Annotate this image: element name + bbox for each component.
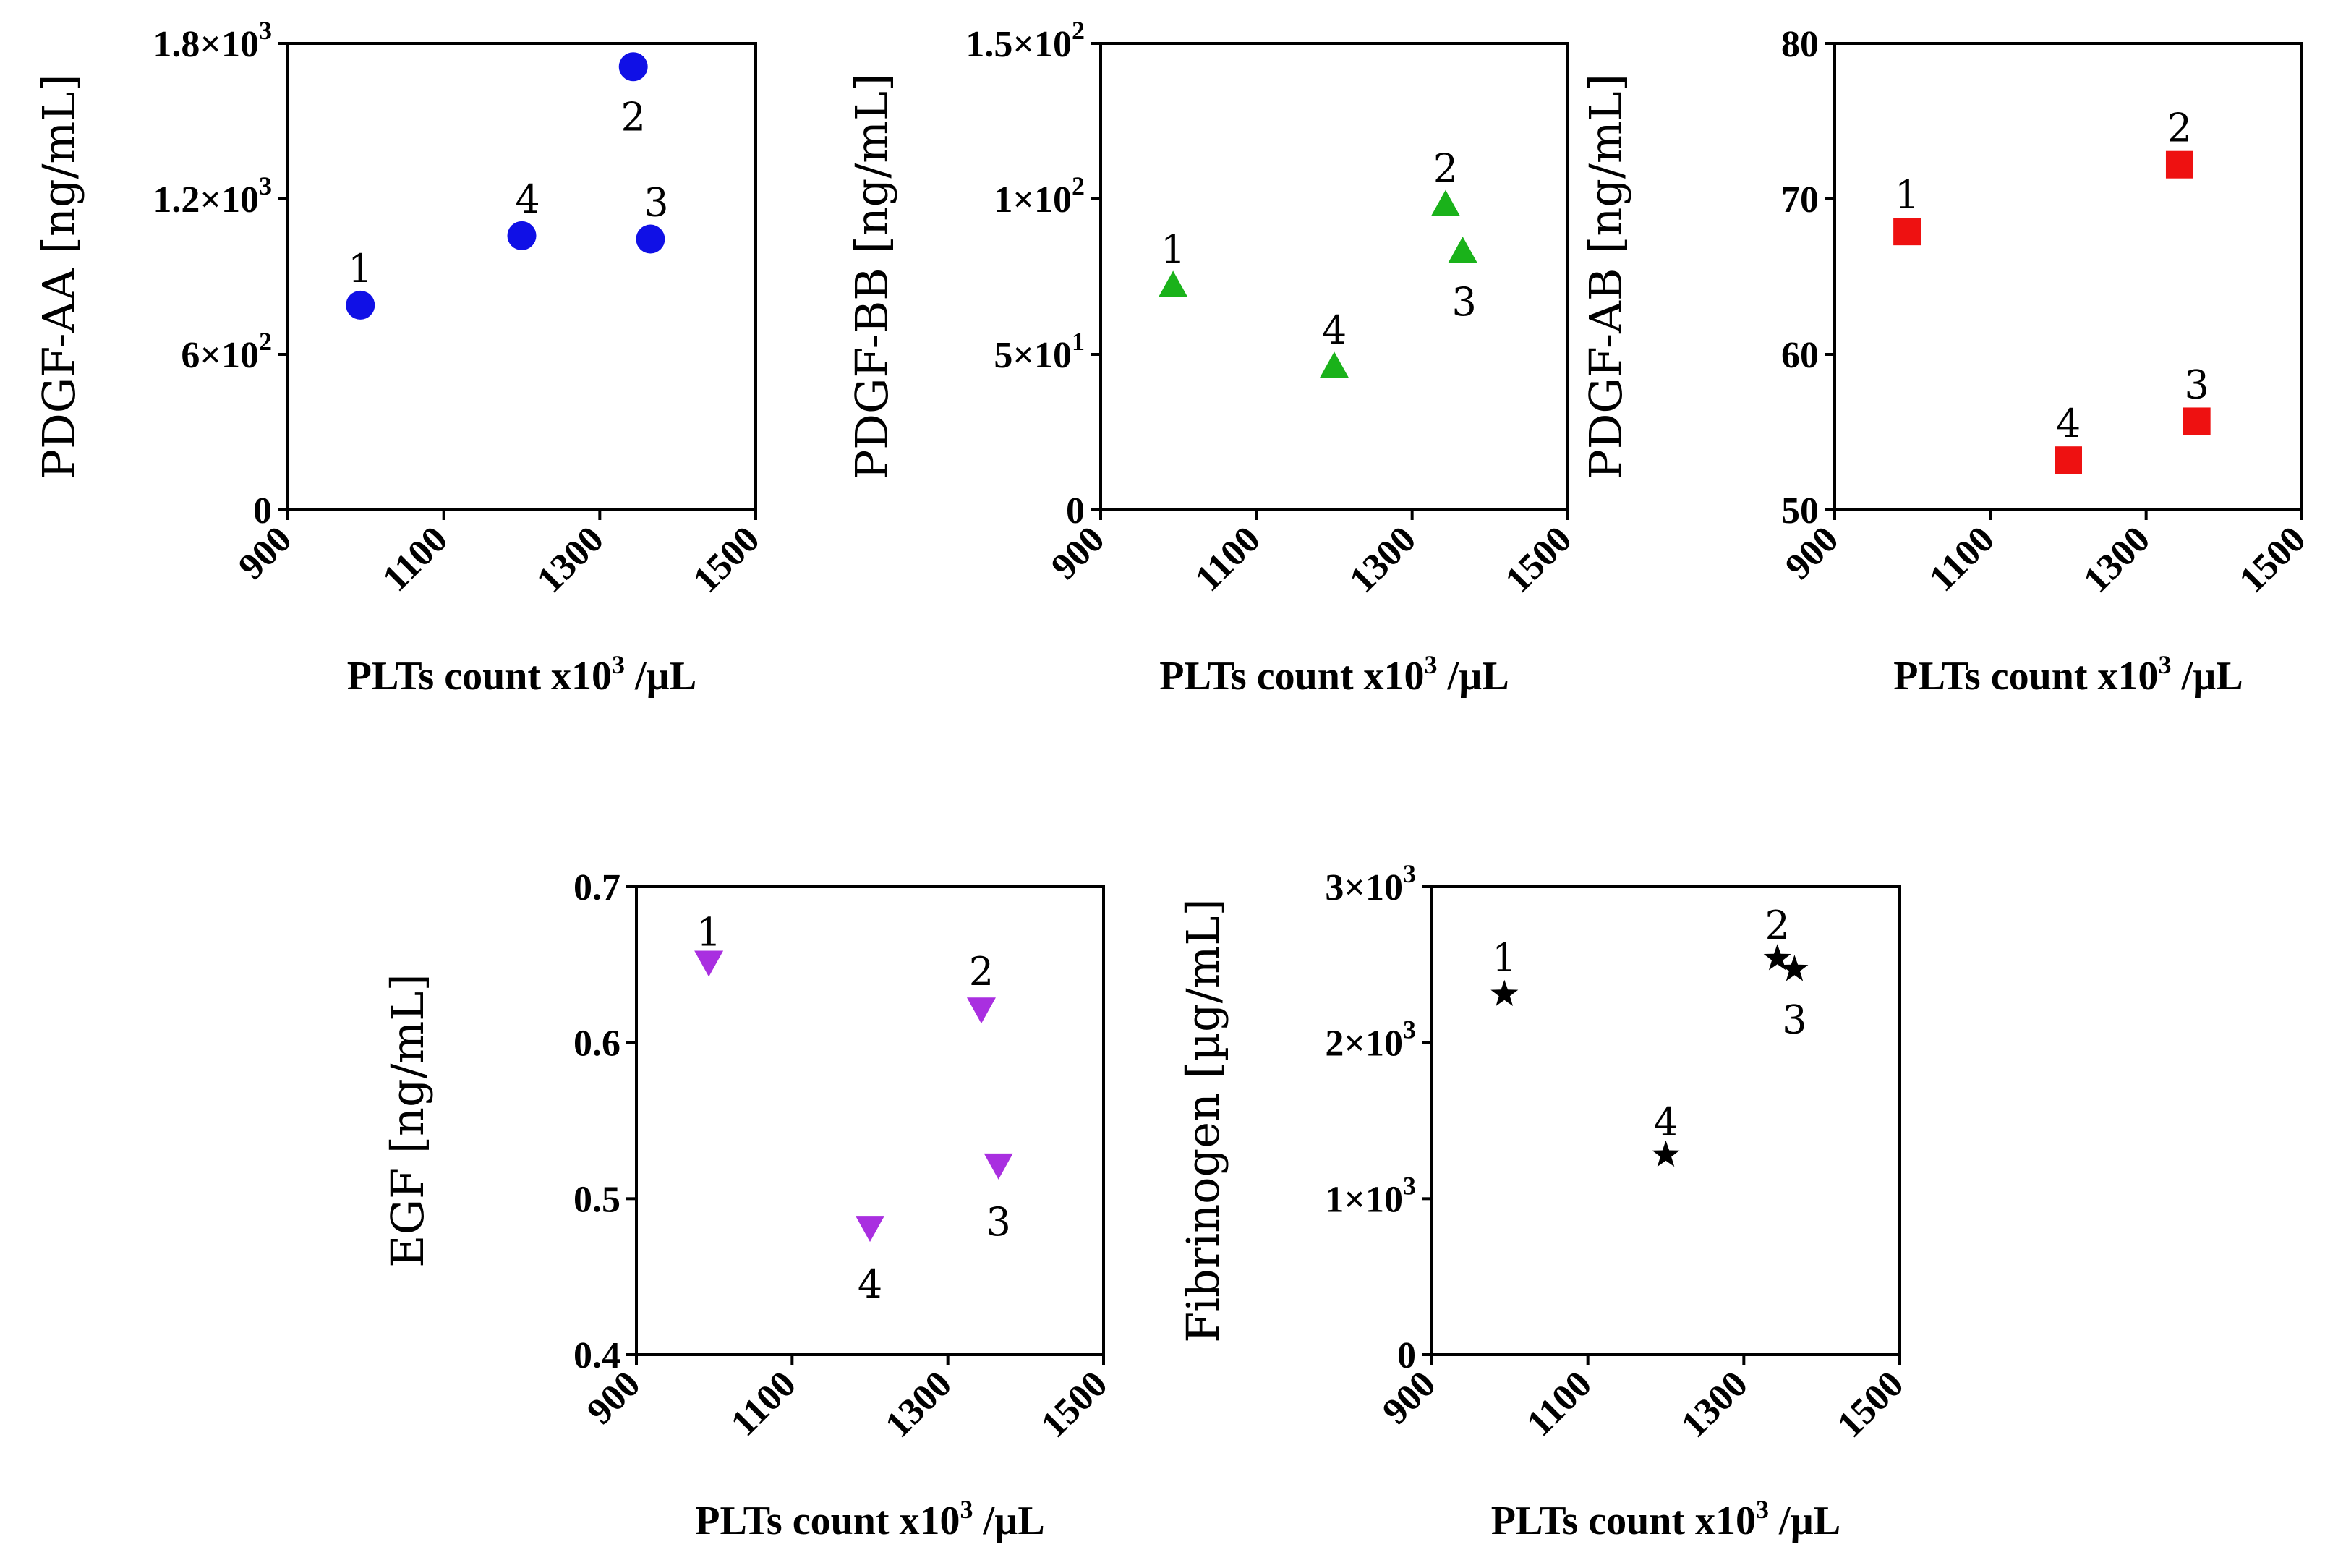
x-tick-label: 1300 [529, 519, 612, 601]
y-tick-label: 0 [253, 490, 272, 532]
data-point-label: 3 [644, 180, 668, 226]
y-tick-label: 0 [1066, 490, 1085, 532]
y-axis-title: PDGF-AA [ng/mL] [33, 74, 85, 479]
plot-frame [1430, 885, 1901, 1356]
data-point-label: 3 [1782, 997, 1806, 1042]
x-tick-label: 1300 [1673, 1363, 1756, 1446]
plot-frame [286, 42, 757, 511]
data-point-label: 3 [986, 1199, 1010, 1245]
data-point-label: 3 [2184, 362, 2209, 407]
y-axis-title: PDGF-BB [ng/mL] [845, 74, 898, 480]
data-point-1 [694, 950, 724, 977]
data-point-label: 4 [2056, 401, 2081, 446]
data-point-label: 1 [348, 246, 372, 291]
data-point-4 [1320, 351, 1349, 378]
y-tick-label: 70 [1781, 179, 1819, 221]
data-point-4 [507, 221, 537, 250]
data-point-3 [1448, 237, 1477, 263]
data-point-label: 1 [696, 910, 721, 955]
data-point-label: 2 [2167, 106, 2192, 151]
data-point-1 [1159, 270, 1188, 297]
y-axis-title: PDGF-AB [ng/mL] [1579, 74, 1632, 480]
y-tick-label: 0.5 [573, 1179, 620, 1220]
y-tick-label: 1.5×102 [965, 16, 1085, 65]
x-tick-label: 1300 [1341, 519, 1424, 601]
data-point-4 [856, 1216, 884, 1243]
x-axis-title: PLTs count x103 /µL [1159, 650, 1509, 699]
y-tick-label: 1×102 [994, 171, 1085, 221]
plot-frame [1099, 42, 1569, 511]
data-point-2 [1430, 189, 1460, 216]
x-tick-label: 1500 [2232, 519, 2314, 601]
data-point-label: 2 [1433, 146, 1458, 192]
chart-fibrinogen: 0 1×103 2×103 3×103 900 1100 1300 1500 Fibrinoge… [1177, 859, 1911, 1543]
y-tick-label: 0.7 [573, 867, 620, 908]
y-axis-title: EGF [ng/mL] [381, 973, 434, 1267]
x-tick-label: 1300 [877, 1363, 960, 1446]
data-point-label: 1 [1161, 226, 1185, 272]
data-point-2 [2165, 150, 2193, 179]
data-point-label: 1 [1492, 935, 1516, 981]
data-point-4 [2055, 446, 2082, 474]
y-tick-label: 3×103 [1325, 859, 1416, 908]
y-tick-label: 50 [1781, 490, 1819, 532]
y-tick-label: 1.8×103 [153, 16, 272, 65]
x-tick-label: 1500 [686, 519, 768, 601]
y-tick-label: 0.6 [573, 1023, 620, 1065]
data-point-2 [966, 997, 996, 1024]
x-axis-title: PLTs count x103 /µL [1893, 650, 2243, 699]
data-point-label: 3 [1451, 279, 1476, 325]
data-point-3 [1780, 955, 1809, 981]
data-point-label: 1 [1895, 172, 1919, 218]
data-point-1 [346, 290, 375, 320]
data-point-label: 4 [515, 176, 539, 222]
data-point-2 [1763, 944, 1791, 971]
chart-pdgf-bb: 0 5×101 1×102 1.5×102 900 1100 1300 1500 PDGF-BB… [845, 16, 1579, 699]
data-point-1 [1490, 979, 1519, 1006]
x-tick-label: 1100 [723, 1363, 804, 1444]
data-point-label: 4 [858, 1261, 882, 1307]
data-point-2 [618, 52, 648, 82]
y-tick-label: 1×103 [1325, 1171, 1416, 1220]
x-tick-label: 1100 [1519, 1363, 1600, 1444]
data-point-3 [984, 1153, 1013, 1180]
y-tick-label: 60 [1781, 335, 1819, 376]
y-tick-label: 1.2×103 [153, 171, 272, 221]
y-tick-label: 5×101 [994, 327, 1085, 376]
x-tick-label: 1500 [1033, 1363, 1116, 1446]
data-point-label: 2 [621, 94, 646, 140]
chart-pdgf-aa: 0 6×102 1.2×103 1.8×103 900 1100 1300 1500 PDGF-… [33, 16, 767, 699]
y-axis-title: Fibrinogen [µg/mL] [1177, 898, 1229, 1343]
x-axis-title: PLTs count x103 /µL [347, 650, 696, 699]
y-tick-label: 0.4 [573, 1335, 620, 1376]
x-tick-label: 1100 [1187, 519, 1268, 600]
y-tick-label: 80 [1781, 24, 1819, 65]
x-tick-label: 1100 [1921, 519, 2002, 600]
x-tick-label: 1500 [1830, 1363, 1912, 1446]
x-tick-label: 1100 [375, 519, 456, 600]
data-point-label: 2 [1765, 903, 1790, 948]
x-tick-label: 900 [1375, 1363, 1443, 1432]
data-point-label: 4 [1322, 307, 1347, 353]
data-point-3 [2183, 407, 2211, 435]
plot-frame [1833, 42, 2303, 511]
x-tick-label: 1300 [2076, 519, 2158, 601]
data-point-4 [1652, 1140, 1680, 1167]
x-tick-label: 900 [1044, 519, 1112, 587]
x-tick-label: 900 [231, 519, 299, 587]
plot-frame [635, 885, 1105, 1356]
data-point-3 [636, 224, 665, 254]
y-tick-label: 2×103 [1325, 1015, 1416, 1065]
data-point-1 [1893, 218, 1921, 246]
data-point-label: 4 [1653, 1099, 1678, 1145]
x-axis-title: PLTs count x103 /µL [1491, 1495, 1840, 1543]
x-tick-label: 1500 [1498, 519, 1580, 601]
data-point-label: 2 [969, 949, 994, 994]
y-tick-label: 6×102 [181, 327, 272, 376]
y-tick-label: 0 [1397, 1335, 1416, 1376]
x-axis-title: PLTs count x103 /µL [695, 1495, 1044, 1543]
